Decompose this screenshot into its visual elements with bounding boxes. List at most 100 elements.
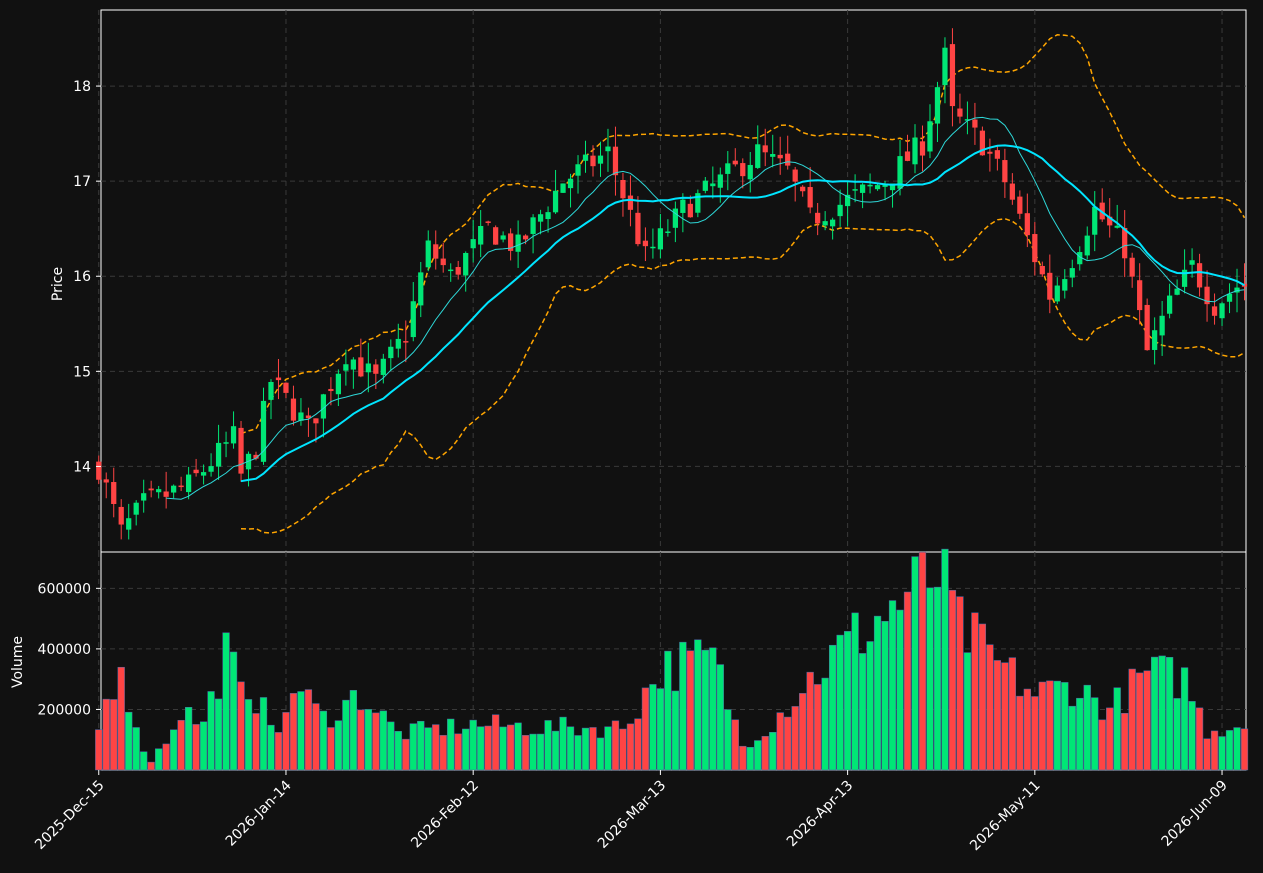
candle-body bbox=[1159, 315, 1165, 336]
volume-bar bbox=[170, 729, 178, 771]
volume-bar bbox=[297, 691, 305, 771]
candle-body bbox=[111, 482, 117, 505]
candle-body bbox=[747, 164, 753, 180]
volume-bar bbox=[1023, 688, 1031, 771]
candle-body bbox=[1152, 330, 1158, 350]
volume-bar bbox=[222, 632, 230, 771]
volume-bar bbox=[956, 596, 964, 771]
price-y-tick-label: 14 bbox=[73, 459, 91, 475]
candle-body bbox=[425, 240, 431, 268]
candle-body bbox=[448, 269, 454, 272]
volume-y-ticks: 200000 400000 600000 bbox=[38, 581, 101, 718]
candle-body bbox=[575, 164, 581, 176]
volume-bar bbox=[1121, 713, 1129, 771]
volume-bar bbox=[184, 707, 193, 771]
volume-bar bbox=[1001, 662, 1009, 771]
volume-bar bbox=[1203, 738, 1211, 771]
candle-body bbox=[253, 454, 259, 459]
candle-body bbox=[1114, 225, 1120, 228]
candle-body bbox=[1017, 196, 1023, 214]
volume-bar bbox=[843, 631, 852, 771]
volume-bar bbox=[432, 724, 440, 771]
candle-body bbox=[268, 381, 274, 400]
volume-bar bbox=[978, 623, 987, 771]
volume-bar bbox=[1083, 684, 1091, 771]
volume-bar bbox=[754, 740, 762, 771]
candle-body bbox=[665, 231, 671, 233]
candle-body bbox=[1234, 287, 1240, 293]
volume-bar bbox=[911, 556, 919, 771]
volume-bar bbox=[769, 731, 777, 771]
price-panel-frame bbox=[100, 9, 1247, 553]
volume-bar bbox=[1068, 705, 1076, 771]
candle-body bbox=[889, 183, 896, 191]
volume-bar bbox=[469, 719, 477, 771]
moving-average-short-line bbox=[166, 116, 1245, 500]
price-y-tick-label: 17 bbox=[73, 174, 91, 190]
candle-body bbox=[470, 239, 476, 249]
candle-body bbox=[215, 442, 222, 467]
volume-bar bbox=[1106, 707, 1114, 771]
volume-bar bbox=[289, 693, 298, 771]
volume-bar bbox=[873, 615, 882, 771]
candle-body bbox=[1137, 280, 1143, 311]
volume-bar bbox=[671, 690, 679, 771]
volume-bar bbox=[1053, 680, 1061, 771]
candle-body bbox=[552, 190, 559, 213]
volume-bar bbox=[95, 729, 103, 771]
candle-body bbox=[635, 212, 641, 245]
volume-bar bbox=[1113, 687, 1121, 771]
candle-body bbox=[912, 137, 918, 165]
candle-body bbox=[485, 221, 491, 223]
candle-body bbox=[230, 426, 237, 444]
candle-body bbox=[822, 221, 828, 226]
volume-bar bbox=[417, 720, 425, 771]
volume-bar bbox=[162, 743, 170, 771]
candle-body bbox=[815, 212, 821, 224]
candlesticks bbox=[96, 28, 1248, 540]
volume-bar bbox=[372, 712, 380, 771]
candle-body bbox=[837, 204, 843, 217]
candle-body bbox=[493, 227, 499, 245]
volume-bar bbox=[948, 590, 957, 771]
volume-bar bbox=[731, 719, 739, 771]
volume-bar bbox=[716, 664, 724, 771]
volume-bar bbox=[791, 706, 799, 771]
volume-bar bbox=[941, 548, 949, 771]
volume-bar bbox=[821, 677, 829, 771]
candle-body bbox=[904, 151, 911, 161]
volume-bar bbox=[117, 666, 125, 771]
volume-bar bbox=[986, 644, 994, 771]
volume-bar bbox=[993, 660, 1001, 771]
candle-body bbox=[193, 469, 199, 474]
volume-bar bbox=[267, 724, 275, 771]
volume-bar bbox=[1098, 719, 1106, 771]
volume-bar bbox=[521, 735, 530, 771]
candle-body bbox=[141, 493, 147, 501]
candle-body bbox=[582, 154, 589, 161]
candle-body bbox=[328, 388, 334, 392]
volume-bar bbox=[784, 716, 792, 771]
candle-body bbox=[163, 491, 169, 497]
volume-bar bbox=[132, 727, 140, 771]
candle-body bbox=[96, 461, 102, 480]
volume-bar bbox=[499, 726, 507, 771]
candle-body bbox=[680, 199, 686, 213]
candle-body bbox=[934, 87, 941, 124]
candle-body bbox=[1107, 216, 1113, 226]
volume-bar bbox=[634, 718, 642, 771]
volume-bar bbox=[447, 718, 455, 771]
volume-bar bbox=[619, 728, 627, 771]
moving-averages bbox=[166, 116, 1245, 500]
volume-bar bbox=[1218, 736, 1226, 771]
volume-bar bbox=[1210, 730, 1219, 771]
candle-body bbox=[433, 244, 439, 259]
candle-body bbox=[1009, 183, 1015, 200]
candle-body bbox=[785, 153, 791, 166]
volume-bar bbox=[799, 693, 807, 771]
price-axis-label: Price bbox=[50, 267, 66, 301]
volume-y-tick-label: 400000 bbox=[38, 642, 91, 658]
candle-body bbox=[627, 195, 634, 210]
volume-bar bbox=[507, 724, 515, 771]
volume-bar bbox=[933, 586, 942, 771]
